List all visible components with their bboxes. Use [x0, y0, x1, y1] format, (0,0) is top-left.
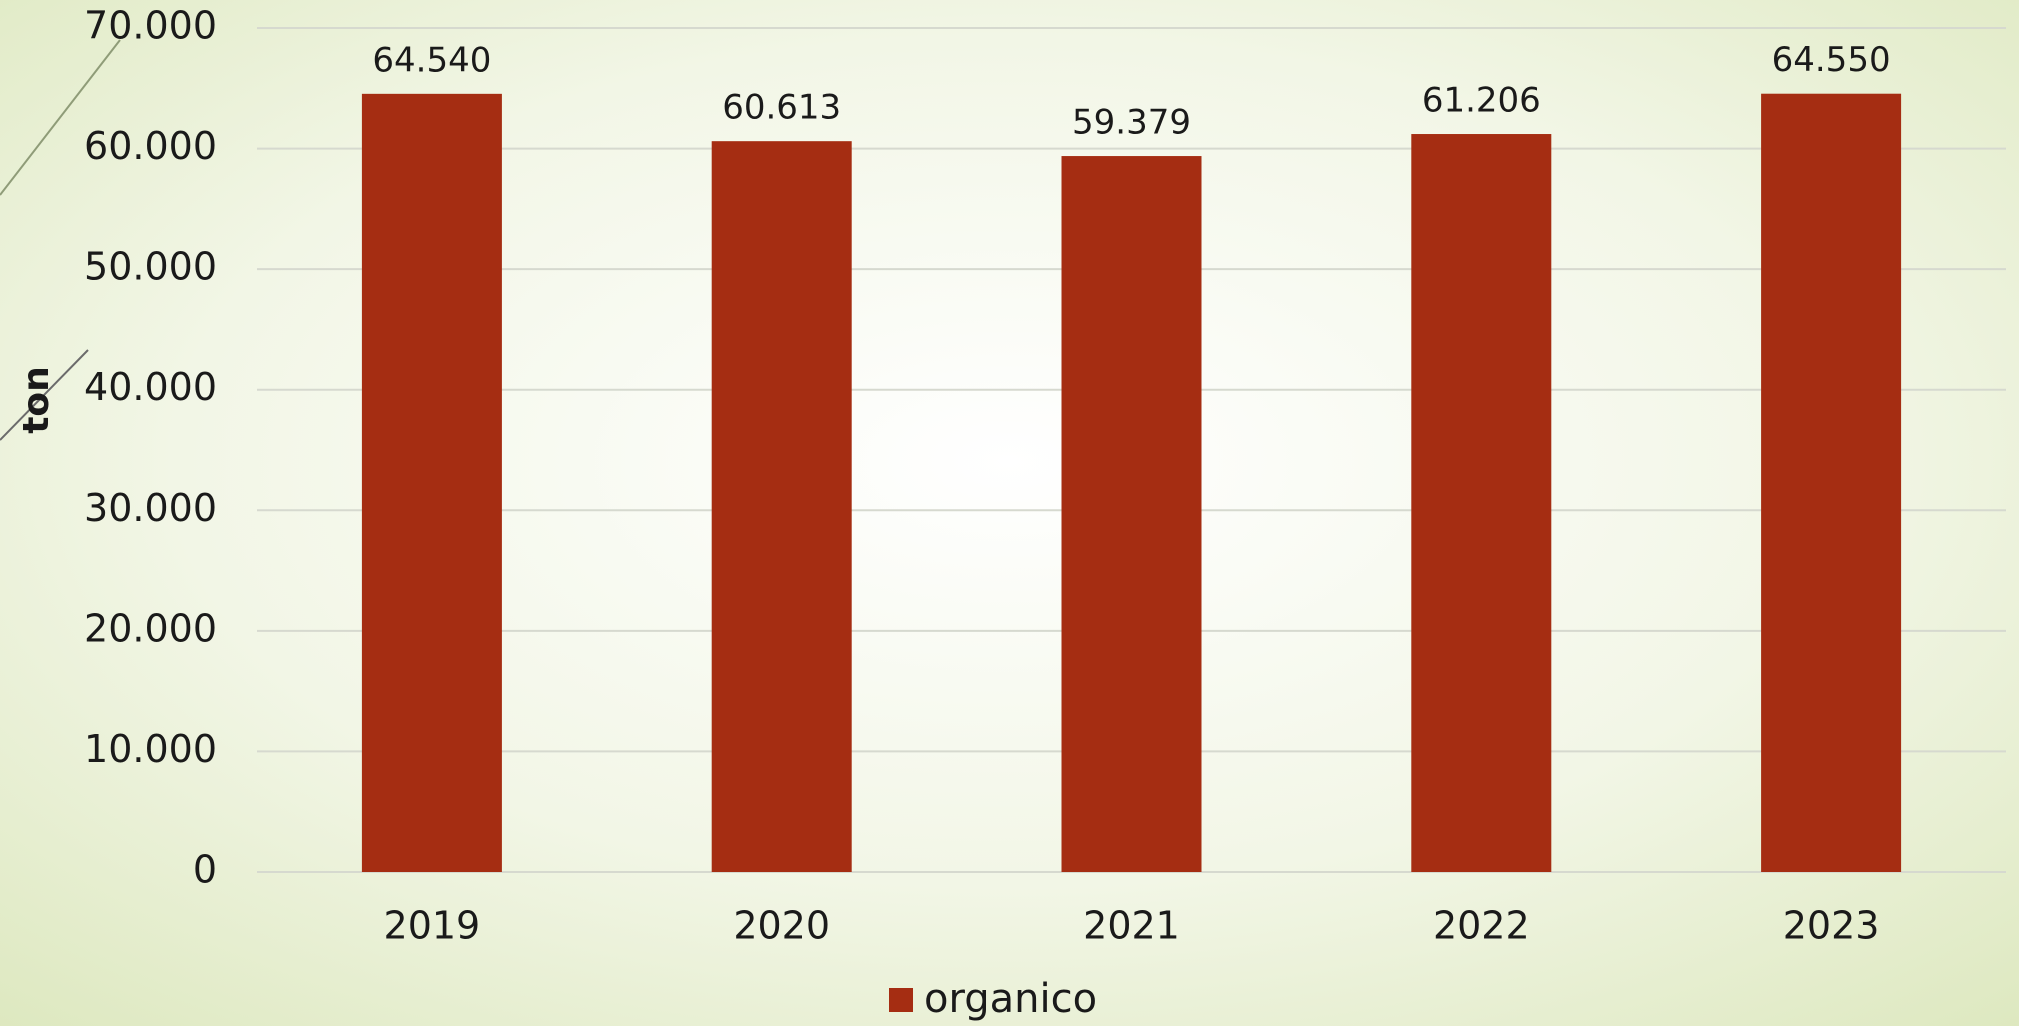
bar [1411, 134, 1552, 872]
data-label: 64.540 [372, 40, 491, 80]
x-tick-label: 2023 [1783, 904, 1880, 948]
bar [1761, 93, 1902, 872]
data-label: 59.379 [1072, 103, 1191, 143]
data-label: 61.206 [1422, 81, 1541, 121]
y-tick-label: 70.000 [84, 4, 217, 48]
x-tick-label: 2022 [1433, 904, 1530, 948]
decoration [0, 39, 121, 196]
y-tick-label: 30.000 [84, 486, 217, 530]
y-tick-label: 50.000 [84, 245, 217, 289]
y-tick-label: 0 [193, 848, 217, 892]
y-axis-label: ton [16, 366, 57, 434]
y-tick-label: 40.000 [84, 365, 217, 409]
x-tick-label: 2019 [384, 904, 481, 948]
bar [711, 141, 852, 872]
legend-label: organico [924, 976, 1097, 1022]
bar [361, 93, 502, 872]
y-tick-label: 10.000 [84, 727, 217, 771]
legend-swatch [889, 988, 913, 1012]
x-tick-label: 2020 [733, 904, 830, 948]
data-label: 60.613 [722, 88, 841, 128]
bar [1061, 156, 1202, 873]
y-tick-label: 20.000 [84, 606, 217, 650]
x-tick-label: 2021 [1083, 904, 1180, 948]
y-tick-label: 60.000 [84, 124, 217, 168]
decoration [0, 349, 89, 441]
data-label: 64.550 [1772, 40, 1891, 80]
